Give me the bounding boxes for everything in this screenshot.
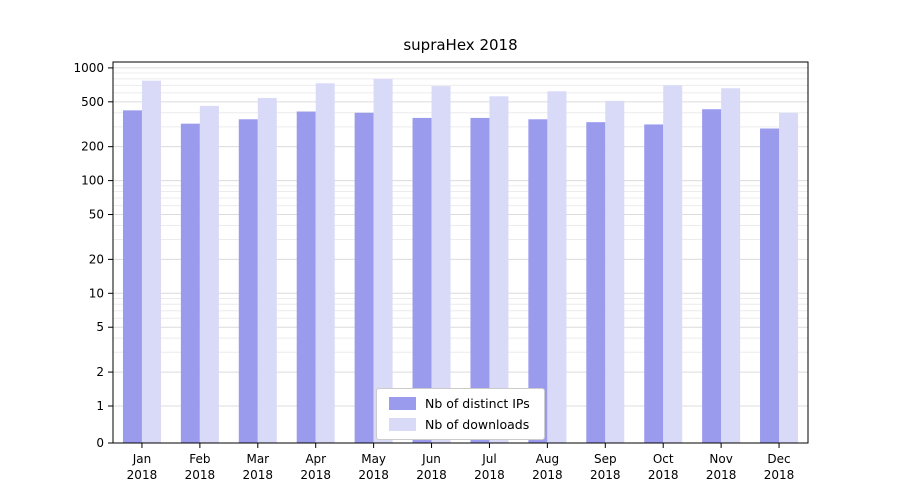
x-tick-label-month: Dec [767,452,790,466]
bar-downloads-jun [431,86,451,443]
x-tick-label-year: 2018 [648,468,679,482]
bar-downloads-jan [141,80,161,443]
x-tick-label-month: Jun [421,452,441,466]
bar-downloads-may [373,78,393,443]
bar-distinct-ips-may [354,112,374,444]
x-tick-label-month: Sep [594,452,617,466]
x-tick-label-month: Nov [709,452,732,466]
y-tick-label: 10 [89,286,104,300]
legend-swatch-distinct-ips [389,397,416,410]
bar-distinct-ips-oct [644,124,664,443]
bar-downloads-dec [779,112,799,444]
legend-label-distinct-ips: Nb of distinct IPs [425,396,530,411]
y-tick-label: 1000 [73,61,104,75]
bar-downloads-sep [605,100,625,443]
bar-downloads-aug [547,91,567,443]
plot-border [112,61,809,444]
bar-distinct-ips-jun [412,117,432,443]
y-tick-label: 100 [81,174,104,188]
x-tick-label-year: 2018 [590,468,621,482]
x-tick-label-year: 2018 [706,468,737,482]
y-tick-label: 2 [96,365,104,379]
bar-distinct-ips-sep [586,122,606,443]
x-tick-label-year: 2018 [300,468,331,482]
x-tick-label-month: Jan [132,452,152,466]
y-tick-label: 1 [96,399,104,413]
legend-label-downloads: Nb of downloads [425,417,530,432]
y-tick-label: 20 [89,252,104,266]
bar-distinct-ips-mar [238,119,258,443]
x-tick-label-month: Aug [536,452,559,466]
x-tick-label-month: May [361,452,386,466]
bar-downloads-oct [663,85,683,443]
legend-swatch-downloads [389,418,416,431]
x-tick-label-year: 2018 [185,468,216,482]
x-tick-label-month: Feb [189,452,210,466]
bar-distinct-ips-jan [122,110,142,443]
y-tick-label: 0 [96,436,104,450]
bar-downloads-feb [199,105,219,443]
bar-downloads-nov [721,88,741,443]
x-tick-label-month: Apr [305,452,326,466]
x-tick-label-year: 2018 [764,468,795,482]
x-tick-label-year: 2018 [532,468,563,482]
bar-distinct-ips-feb [180,123,200,444]
bar-distinct-ips-dec [760,128,780,444]
y-tick-label: 5 [96,320,104,334]
bar-downloads-mar [257,98,277,443]
x-tick-label-year: 2018 [358,468,389,482]
x-tick-label-month: Mar [246,452,269,466]
y-tick-label: 500 [81,95,104,109]
bar-downloads-jul [489,96,509,444]
legend-item-downloads: Nb of downloads [389,417,530,432]
y-tick-label: 200 [81,140,104,154]
x-tick-label-month: Oct [653,452,674,466]
x-tick-label-month: Jul [481,452,496,466]
legend: Nb of distinct IPs Nb of downloads [376,388,545,440]
bar-distinct-ips-nov [702,109,722,444]
bar-distinct-ips-jul [470,117,490,443]
bar-distinct-ips-apr [296,111,316,444]
x-tick-label-year: 2018 [243,468,274,482]
bar-downloads-apr [315,83,335,443]
bar-distinct-ips-aug [528,119,548,443]
legend-item-distinct-ips: Nb of distinct IPs [389,396,530,411]
x-tick-label-year: 2018 [416,468,447,482]
y-tick-label: 50 [89,208,104,222]
x-tick-label-year: 2018 [474,468,505,482]
chart-title: supraHex 2018 [403,36,518,54]
x-tick-label-year: 2018 [127,468,158,482]
